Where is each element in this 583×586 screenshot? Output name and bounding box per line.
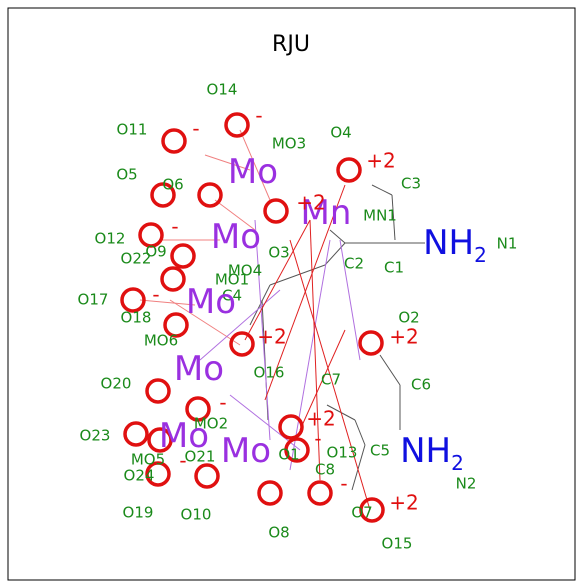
atom-name: MO6 (144, 332, 178, 350)
atom-name: C3 (401, 175, 421, 193)
atom-name: O23 (80, 427, 111, 445)
element-subscript: 2 (474, 243, 487, 267)
oxygen-atom (162, 268, 184, 290)
atom-name: O20 (101, 375, 132, 393)
atom-name: N2 (456, 475, 477, 493)
title: RJU (272, 32, 310, 57)
atom-name: C6 (411, 376, 431, 394)
oxygen-atom (265, 200, 287, 222)
charge: +2 (389, 491, 418, 515)
oxygen-atom (172, 245, 194, 267)
charge: - (179, 449, 186, 473)
oxygen-atom (280, 416, 302, 438)
oxygen-atom (338, 159, 360, 181)
element-symbol: Mo (211, 217, 261, 257)
atom-name: MO3 (272, 135, 306, 153)
atom-name: O18 (121, 309, 152, 327)
oxygen-atom (231, 333, 253, 355)
element-symbol: NH (400, 431, 451, 471)
atom-name: O4 (330, 124, 351, 142)
charge: - (255, 104, 262, 128)
atom-name: O13 (327, 444, 358, 462)
element-label: NH2 (400, 431, 464, 475)
element-label: Mo (221, 431, 271, 471)
atom-name: C5 (370, 442, 390, 460)
atom-name: O5 (116, 166, 137, 184)
atom-name: O16 (254, 364, 285, 382)
diagram: RJU O14O11MO3O4O5O6C3MN1O12O22O9MO4MO1C4… (0, 0, 583, 586)
oxygen-atom (125, 423, 147, 445)
charge: +2 (296, 191, 325, 215)
element-label: Mo (186, 282, 236, 322)
charge: - (340, 472, 347, 496)
atom-name: O8 (268, 524, 289, 542)
oxygen-atom (309, 482, 331, 504)
page: {"title": "RJU", "atom_names": ["O14","O… (0, 0, 583, 586)
atom-name: O11 (117, 121, 148, 139)
oxygen-atom (163, 130, 185, 152)
element-label: NH2 (423, 223, 487, 267)
element-symbol: Mo (228, 152, 278, 192)
element-symbol: Mo (174, 349, 224, 389)
atom-name: O14 (207, 81, 238, 99)
oxygen-atom (196, 465, 218, 487)
oxygen-atom (147, 380, 169, 402)
charge: - (152, 283, 159, 307)
atom-name: O9 (145, 243, 166, 261)
charge: - (192, 117, 199, 141)
atom-name: O15 (382, 535, 413, 553)
element-label: Mo (211, 217, 261, 257)
element-symbol: Mo (221, 431, 271, 471)
atom-name: C1 (384, 259, 404, 277)
oxygen-atom (259, 482, 281, 504)
oxygen-atom (199, 184, 221, 206)
charge: +2 (389, 325, 418, 349)
charge: +2 (366, 149, 395, 173)
atom-name: O24 (124, 467, 155, 485)
atom-name: C8 (315, 461, 335, 479)
atom-name: C2 (344, 255, 364, 273)
charge: - (314, 427, 321, 451)
oxygen-atom (226, 114, 248, 136)
charge: - (219, 391, 226, 415)
element-symbol: NH (423, 223, 474, 263)
element-label: Mo (228, 152, 278, 192)
charge: +2 (257, 325, 286, 349)
atom-name: C7 (321, 371, 341, 389)
atom-name: O6 (162, 176, 183, 194)
oxygen-atom (360, 332, 382, 354)
atom-name: O1 (278, 446, 299, 464)
atom-name: O3 (268, 244, 289, 262)
element-label: Mo (174, 349, 224, 389)
element-subscript: 2 (451, 451, 464, 475)
atom-name: O10 (181, 506, 212, 524)
atom-name: N1 (497, 235, 518, 253)
atom-name: O17 (78, 291, 109, 309)
element-symbol: Mo (186, 282, 236, 322)
atom-name: O19 (123, 504, 154, 522)
charge: - (171, 215, 178, 239)
atom-name: O12 (95, 230, 126, 248)
atom-name: O7 (351, 504, 372, 522)
atom-name: MN1 (363, 207, 397, 225)
